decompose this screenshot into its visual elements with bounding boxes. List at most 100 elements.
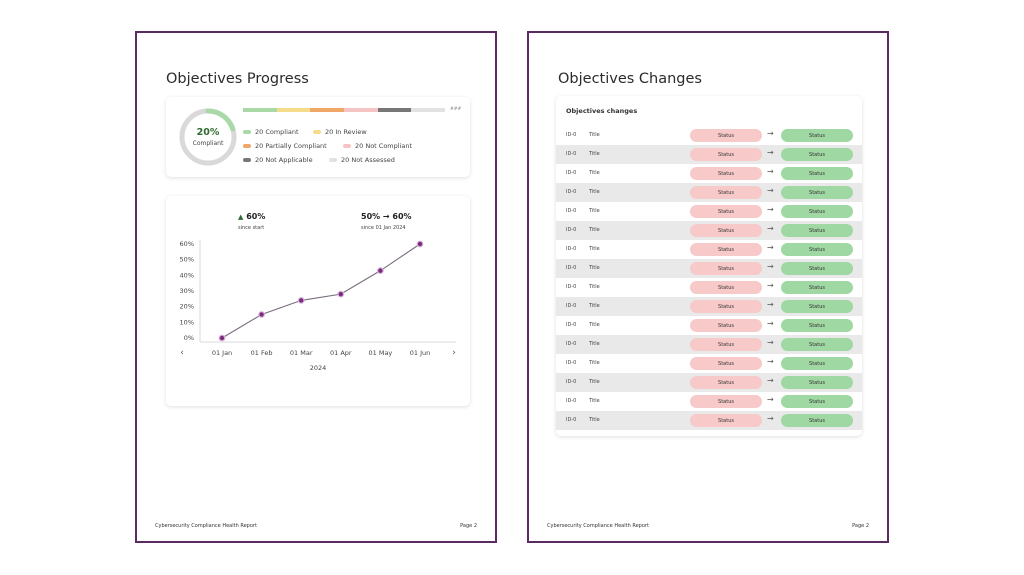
change-row: ID-0 Title Status → Status xyxy=(556,221,862,240)
arrow-right-icon: → xyxy=(767,414,774,423)
arrow-right-icon: → xyxy=(767,129,774,138)
legend-swatch xyxy=(329,158,337,162)
objective-id: ID-0 xyxy=(566,379,577,385)
previous-status-badge: Status xyxy=(690,167,762,180)
objective-id: ID-0 xyxy=(566,189,577,195)
objective-title: Title xyxy=(589,170,600,176)
objective-id: ID-0 xyxy=(566,246,577,252)
objective-id: ID-0 xyxy=(566,151,577,157)
progress-chart-card: ▲ 60% since start 50% → 60% since 01 Jan… xyxy=(166,196,470,406)
objective-title: Title xyxy=(589,265,600,271)
new-status-badge: Status xyxy=(781,224,853,237)
objective-title: Title xyxy=(589,398,600,404)
chevron-left-icon[interactable]: ‹ xyxy=(180,348,184,358)
previous-status-badge: Status xyxy=(690,129,762,142)
change-row: ID-0 Title Status → Status xyxy=(556,316,862,335)
legend-swatch xyxy=(343,144,351,148)
status-bar-segment xyxy=(411,108,446,112)
objective-title: Title xyxy=(589,189,600,195)
changes-card-title: Objectives changes xyxy=(566,107,638,115)
change-row: ID-0 Title Status → Status xyxy=(556,259,862,278)
status-bar-segment xyxy=(276,108,311,112)
previous-status-badge: Status xyxy=(690,186,762,199)
footer-page-number: Page 2 xyxy=(852,523,869,529)
new-status-badge: Status xyxy=(781,395,853,408)
y-tick-label: 10% xyxy=(180,318,194,326)
kpi-change-caption: since start xyxy=(238,225,265,231)
compliance-donut xyxy=(179,108,237,166)
arrow-right-icon: → xyxy=(767,338,774,347)
status-bar-segment xyxy=(344,108,378,112)
y-tick-label: 50% xyxy=(180,256,194,264)
donut-compliant-arc xyxy=(179,108,237,166)
arrow-right-icon: → xyxy=(767,262,774,271)
change-row: ID-0 Title Status → Status xyxy=(556,202,862,221)
arrow-right-icon: → xyxy=(767,281,774,290)
change-row: ID-0 Title Status → Status xyxy=(556,297,862,316)
x-tick-label: 01 Jan xyxy=(212,349,232,357)
compliance-summary-card: 20% Compliant ### 20 Compliant 20 In Rev… xyxy=(166,97,470,177)
progress-line-chart: 0% 10% 20% 30% 40% 50% 60% 01 Jan 01 Feb 01 Mar 01… xyxy=(180,240,456,372)
y-tick-label: 0% xyxy=(184,334,194,342)
objective-title: Title xyxy=(589,303,600,309)
data-point xyxy=(337,290,345,298)
new-status-badge: Status xyxy=(781,319,853,332)
objective-title: Title xyxy=(589,341,600,347)
status-bar-count: ### xyxy=(450,107,462,112)
status-distribution-bar xyxy=(243,108,446,112)
arrow-right-icon: → xyxy=(767,243,774,252)
new-status-badge: Status xyxy=(781,167,853,180)
previous-status-badge: Status xyxy=(690,224,762,237)
change-row: ID-0 Title Status → Status xyxy=(556,240,862,259)
y-tick-label: 30% xyxy=(180,287,194,295)
arrow-right-icon: → xyxy=(767,148,774,157)
objective-title: Title xyxy=(589,132,600,138)
data-point xyxy=(258,311,265,318)
objective-id: ID-0 xyxy=(566,322,577,328)
status-bar-segment xyxy=(243,108,277,112)
new-status-badge: Status xyxy=(781,262,853,275)
series-line xyxy=(221,243,421,339)
new-status-badge: Status xyxy=(781,186,853,199)
x-tick-label: 01 Apr xyxy=(330,349,352,357)
objective-title: Title xyxy=(589,246,600,252)
legend-partially-compliant: 20 Partially Compliant xyxy=(243,142,327,150)
new-status-badge: Status xyxy=(781,376,853,389)
objective-id: ID-0 xyxy=(566,208,577,214)
data-point xyxy=(416,240,424,248)
status-bar-segment xyxy=(310,108,345,112)
arrow-right-icon: → xyxy=(767,319,774,328)
legend-not-applicable: 20 Not Applicable xyxy=(243,156,313,164)
objective-title: Title xyxy=(589,417,600,423)
legend-label: 20 Not Applicable xyxy=(255,156,313,164)
changes-list: ID-0 Title Status → Status ID-0 Title Status → St… xyxy=(556,126,862,430)
new-status-badge: Status xyxy=(781,338,853,351)
previous-status-badge: Status xyxy=(690,338,762,351)
objective-id: ID-0 xyxy=(566,417,577,423)
new-status-badge: Status xyxy=(781,148,853,161)
previous-status-badge: Status xyxy=(690,319,762,332)
objective-title: Title xyxy=(589,227,600,233)
report-page-progress: Objectives Progress 20% Compliant ### 20… xyxy=(135,31,497,543)
x-tick-label: 01 Mar xyxy=(290,349,313,357)
data-point xyxy=(297,296,305,304)
arrow-right-icon: → xyxy=(767,205,774,214)
previous-status-badge: Status xyxy=(690,414,762,427)
legend-compliant: 20 Compliant xyxy=(243,128,299,136)
legend-not-assessed: 20 Not Assessed xyxy=(329,156,395,164)
legend-label: 20 Not Assessed xyxy=(341,156,395,164)
objective-title: Title xyxy=(589,379,600,385)
arrow-right-icon: → xyxy=(767,300,774,309)
previous-status-badge: Status xyxy=(690,148,762,161)
legend-label: 20 In Review xyxy=(325,128,367,136)
new-status-badge: Status xyxy=(781,414,853,427)
arrow-right-icon: → xyxy=(767,224,774,233)
objective-title: Title xyxy=(589,322,600,328)
chevron-right-icon[interactable]: › xyxy=(452,348,456,358)
objective-title: Title xyxy=(589,151,600,157)
footer-page-number: Page 2 xyxy=(460,523,477,529)
status-bar-segment xyxy=(377,108,412,112)
kpi-change: ▲ 60% xyxy=(238,212,265,221)
arrow-right-icon: → xyxy=(767,357,774,366)
change-row: ID-0 Title Status → Status xyxy=(556,145,862,164)
